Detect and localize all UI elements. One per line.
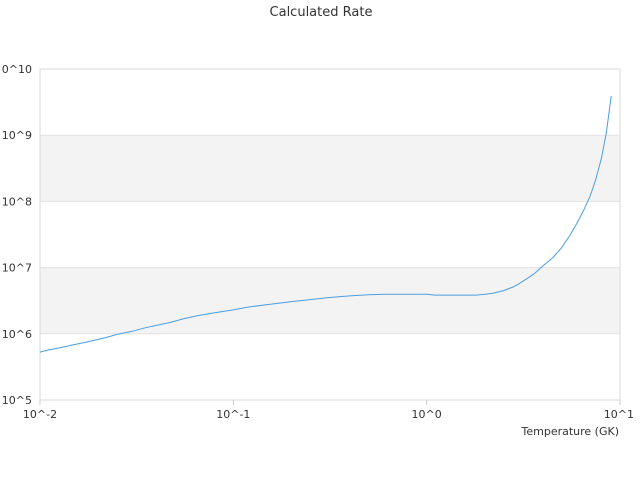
plot-frame xyxy=(39,68,621,401)
y-tick-label: 0^10 xyxy=(2,63,32,76)
chart-title: Calculated Rate xyxy=(270,5,373,20)
plot-bands xyxy=(40,135,620,334)
y-tick-label: 10^5 xyxy=(2,394,32,407)
plot-band xyxy=(40,135,620,202)
x-axis-ticks: 10^-2 10^-1 10^0 10^1 xyxy=(23,400,634,421)
x-tick-label: 10^1 xyxy=(604,408,634,421)
series-line xyxy=(39,96,612,353)
y-tick-label: 10^8 xyxy=(2,195,32,208)
y-tick-label: 10^9 xyxy=(2,129,32,142)
y-axis-ticks: 10^5 10^6 10^7 10^8 10^9 0^10 xyxy=(2,63,32,407)
y-tick-label: 10^6 xyxy=(2,328,32,341)
plot-band xyxy=(40,267,620,334)
x-tick-label: 10^-2 xyxy=(23,408,57,421)
gridlines xyxy=(40,68,620,401)
y-tick-label: 10^7 xyxy=(2,262,32,275)
x-axis-label: Temperature (GK) xyxy=(521,425,620,438)
x-tick-label: 10^0 xyxy=(412,408,442,421)
x-tick-label: 10^-1 xyxy=(216,408,250,421)
